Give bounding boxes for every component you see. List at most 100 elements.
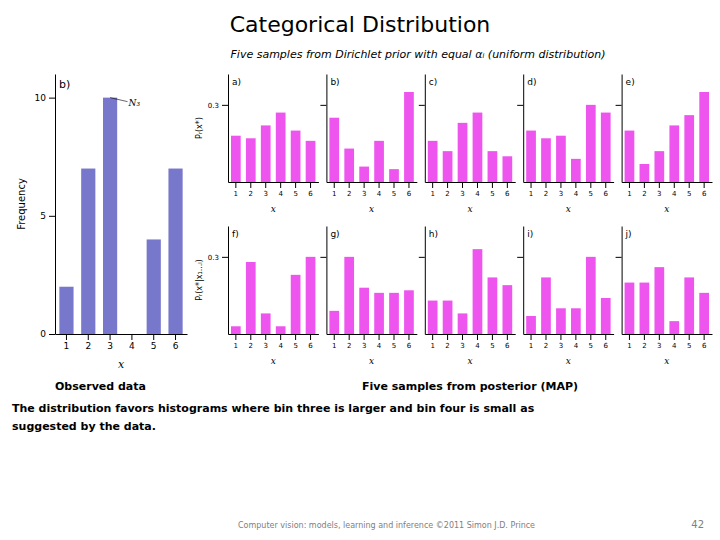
panel-label: g) xyxy=(330,229,339,239)
x-tick-label: 5 xyxy=(589,190,593,198)
y-tick: 0.3 xyxy=(208,254,228,262)
x-tick: 5 xyxy=(490,182,494,198)
x-tick: 5 xyxy=(293,334,297,350)
x-tick-label: 2 xyxy=(642,342,646,350)
x-tick-label: 2 xyxy=(347,342,351,350)
x-tick: 4 xyxy=(672,182,677,198)
x-tick: 6 xyxy=(702,182,707,198)
panel-label: e) xyxy=(626,77,635,87)
x-tick: 6 xyxy=(407,182,412,198)
x-tick-mark xyxy=(295,182,296,188)
bar xyxy=(640,283,650,334)
x-tick-label: 3 xyxy=(460,190,464,198)
y-tick-mark xyxy=(222,105,228,106)
x-axis-line xyxy=(327,182,417,183)
x-tick-label: 3 xyxy=(362,190,366,198)
x-tick-mark xyxy=(175,334,176,340)
x-tick-label: 4 xyxy=(278,190,283,198)
bars xyxy=(329,257,413,334)
bar xyxy=(526,131,536,182)
x-tick: 3 xyxy=(559,182,563,198)
bar xyxy=(625,283,635,334)
x-tick-mark xyxy=(704,182,705,188)
panel: 123456xg) xyxy=(320,227,417,367)
x-tick: 5 xyxy=(392,334,396,350)
x-tick-label: 6 xyxy=(702,342,707,350)
x-tick-label: 5 xyxy=(687,190,691,198)
panel-caption: Five samples from posterior (MAP) xyxy=(362,380,578,393)
y-tick xyxy=(419,257,425,258)
x-tick-label: 5 xyxy=(589,342,593,350)
bars xyxy=(428,113,512,182)
x-tick-label: 2 xyxy=(347,190,351,198)
x-tick-mark xyxy=(644,182,645,188)
x-tick: 3 xyxy=(657,334,661,350)
x-axis: 123456 xyxy=(327,182,417,198)
x-tick-mark xyxy=(447,334,448,340)
y-axis xyxy=(517,75,524,183)
x-tick-mark xyxy=(379,334,380,340)
bars xyxy=(428,249,512,334)
x-tick-label: 2 xyxy=(445,342,449,350)
x-axis-title: x xyxy=(271,204,276,214)
caption: The distribution favors histograms where… xyxy=(12,402,535,415)
bar xyxy=(541,277,551,334)
x-tick-mark xyxy=(492,334,493,340)
page-number: 42 xyxy=(691,519,704,530)
x-tick-mark xyxy=(629,182,630,188)
panel: 123456xe) xyxy=(616,75,713,215)
x-tick-label: 4 xyxy=(672,342,677,350)
x-axis: 123456 xyxy=(524,182,614,198)
y-axis: 0.3 xyxy=(208,227,229,335)
x-tick-mark xyxy=(674,334,675,340)
bar xyxy=(59,287,73,334)
x-tick-label: 5 xyxy=(490,342,494,350)
panel-label: a) xyxy=(232,77,241,87)
bar xyxy=(556,308,566,334)
bars xyxy=(526,257,610,334)
x-tick: 2 xyxy=(85,334,91,351)
y-axis-line xyxy=(425,75,426,183)
x-tick-label: 6 xyxy=(604,342,609,350)
x-tick-mark xyxy=(545,182,546,188)
x-tick: 4 xyxy=(475,182,480,198)
x-tick-mark xyxy=(575,334,576,340)
bar xyxy=(502,285,512,334)
x-tick-label: 1 xyxy=(529,342,533,350)
y-tick xyxy=(616,105,622,106)
x-tick: 1 xyxy=(234,182,238,198)
x-tick: 6 xyxy=(407,334,412,350)
x-tick-mark xyxy=(334,334,335,340)
x-tick: 5 xyxy=(293,182,297,198)
x-tick-mark xyxy=(408,182,409,188)
x-tick-label: 6 xyxy=(702,190,707,198)
bar xyxy=(291,131,301,182)
bar xyxy=(684,115,694,182)
x-tick-mark xyxy=(447,182,448,188)
panel-caption: Observed data xyxy=(55,380,146,393)
x-tick-mark xyxy=(250,334,251,340)
y-axis xyxy=(517,227,524,335)
x-tick: 3 xyxy=(263,182,267,198)
x-tick-mark xyxy=(605,334,606,340)
x-tick: 4 xyxy=(672,334,677,350)
x-tick-mark xyxy=(575,182,576,188)
x-tick-label: 6 xyxy=(407,190,412,198)
x-axis-line xyxy=(229,334,319,335)
footnote: Computer vision: models, learning and in… xyxy=(238,521,535,530)
x-tick: 2 xyxy=(642,182,646,198)
bar xyxy=(502,156,512,182)
x-tick-mark xyxy=(349,182,350,188)
x-tick-mark xyxy=(334,182,335,188)
x-tick-mark xyxy=(689,334,690,340)
x-tick-mark xyxy=(265,334,266,340)
y-tick-mark xyxy=(49,98,55,99)
x-tick-mark xyxy=(66,334,67,340)
x-tick-label: 6 xyxy=(407,342,412,350)
x-tick-label: 1 xyxy=(627,190,631,198)
x-tick-label: 1 xyxy=(627,342,631,350)
x-tick-mark xyxy=(590,334,591,340)
x-tick-mark xyxy=(349,334,350,340)
x-tick-mark xyxy=(560,182,561,188)
y-axis xyxy=(419,227,426,335)
